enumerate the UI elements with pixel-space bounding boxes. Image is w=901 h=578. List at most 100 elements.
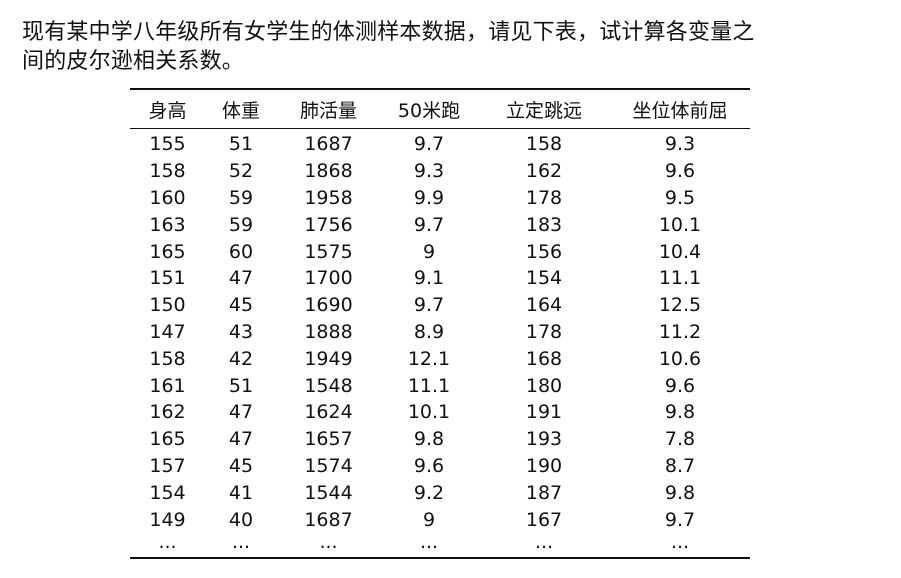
- cell-sit-and-reach: 9.6: [664, 374, 696, 397]
- cell-height: 155: [149, 133, 186, 156]
- cell-50m-run: 9.7: [413, 213, 445, 236]
- cell-height: 151: [149, 267, 186, 290]
- cell-standing-long-jump: 167: [525, 508, 563, 531]
- cell-sit-and-reach: 11.2: [658, 320, 702, 343]
- cell-standing-long-jump: 193: [525, 428, 563, 451]
- column-header-weight: 体重: [221, 99, 260, 122]
- cell-weight: 45: [228, 454, 254, 477]
- cell-standing-long-jump: 190: [525, 454, 563, 477]
- table-row: 158 52 1868 9.3 162 9.6: [130, 158, 750, 185]
- cell-sit-and-reach: 7.8: [664, 428, 696, 451]
- cell-weight: 41: [228, 481, 254, 504]
- cell-standing-long-jump: 164: [525, 294, 563, 317]
- table-row: 149 40 1687 9 167 9.7: [130, 506, 750, 533]
- cell-weight: 47: [228, 401, 254, 424]
- table-row: 157 45 1574 9.6 190 8.7: [130, 453, 750, 480]
- cell-50m-run: 9.6: [413, 454, 445, 477]
- cell-50m-run: ...: [419, 530, 439, 553]
- table-row: 154 41 1544 9.2 187 9.8: [130, 479, 750, 506]
- cell-standing-long-jump: 178: [525, 320, 563, 343]
- cell-50m-run: 11.1: [407, 374, 451, 397]
- cell-50m-run: 9.1: [413, 267, 445, 290]
- cell-height: 150: [149, 294, 186, 317]
- cell-50m-run: 8.9: [413, 320, 445, 343]
- cell-height: 158: [149, 160, 186, 183]
- table-row: 165 47 1657 9.8 193 7.8: [130, 426, 750, 453]
- column-header-standing-long-jump: 立定跳远: [505, 99, 582, 122]
- cell-weight: ...: [231, 530, 251, 553]
- cell-weight: 45: [228, 294, 254, 317]
- cell-50m-run: 9.8: [413, 428, 445, 451]
- problem-statement: 现有某中学八年级所有女学生的体测样本数据，请见下表，试计算各变量之 间的皮尔逊相…: [22, 18, 872, 76]
- cell-standing-long-jump: 154: [525, 267, 563, 290]
- cell-sit-and-reach: 9.8: [664, 481, 696, 504]
- cell-sit-and-reach: 9.5: [664, 186, 696, 209]
- column-header-sit-and-reach: 坐位体前屈: [632, 99, 728, 122]
- cell-weight: 60: [228, 240, 254, 263]
- cell-lung-capacity: 1657: [304, 428, 353, 451]
- cell-sit-and-reach: 8.7: [664, 454, 696, 477]
- table-row: 162 47 1624 10.1 191 9.8: [130, 399, 750, 426]
- cell-weight: 52: [228, 160, 254, 183]
- table-row: 158 42 1949 12.1 168 10.6: [130, 345, 750, 372]
- cell-50m-run: 9.9: [413, 186, 445, 209]
- header-row: 身高 体重 肺活量 50米跑 立定跳远 坐位体前屈: [130, 89, 750, 129]
- cell-lung-capacity: 1868: [304, 160, 353, 183]
- table-body: 155 51 1687 9.7 158 9.3 158 52 1868 9.3 162 9.6 160 5…: [130, 129, 750, 558]
- cell-lung-capacity: 1575: [304, 240, 353, 263]
- cell-lung-capacity: 1958: [304, 186, 353, 209]
- table-row: 155 51 1687 9.7 158 9.3: [130, 129, 750, 158]
- cell-50m-run: 9: [422, 240, 436, 263]
- cell-standing-long-jump: 180: [525, 374, 563, 397]
- cell-standing-long-jump: 191: [525, 401, 563, 424]
- cell-lung-capacity: 1624: [304, 401, 353, 424]
- cell-height: 165: [149, 428, 186, 451]
- cell-height: 154: [149, 481, 186, 504]
- cell-height: 147: [149, 320, 186, 343]
- cell-standing-long-jump: 168: [525, 347, 563, 370]
- cell-standing-long-jump: 158: [525, 133, 563, 156]
- table-row: 147 43 1888 8.9 178 11.2: [130, 319, 750, 346]
- cell-standing-long-jump: 156: [525, 240, 563, 263]
- table-row: 160 59 1958 9.9 178 9.5: [130, 185, 750, 212]
- table-row: 150 45 1690 9.7 164 12.5: [130, 292, 750, 319]
- cell-50m-run: 9.2: [413, 481, 445, 504]
- table-row: ..................: [130, 530, 750, 558]
- cell-weight: 43: [228, 320, 254, 343]
- cell-height: 157: [149, 454, 186, 477]
- cell-lung-capacity: ...: [319, 530, 338, 553]
- cell-lung-capacity: 1574: [304, 454, 353, 477]
- cell-50m-run: 9.7: [413, 133, 445, 156]
- cell-sit-and-reach: 10.1: [658, 213, 702, 236]
- cell-sit-and-reach: 9.7: [664, 508, 696, 531]
- cell-50m-run: 12.1: [407, 347, 451, 370]
- cell-50m-run: 9.7: [413, 294, 445, 317]
- table-row: 161 51 1548 11.1 180 9.6: [130, 372, 750, 399]
- cell-weight: 59: [228, 213, 254, 236]
- cell-standing-long-jump: 187: [525, 481, 563, 504]
- table-row: 165 60 1575 9 156 10.4: [130, 238, 750, 265]
- physical-test-data-table: 身高 体重 肺活量 50米跑 立定跳远 坐位体前屈 155 51 1687 9.7 15…: [130, 88, 750, 559]
- cell-lung-capacity: 1888: [304, 320, 353, 343]
- problem-statement-line-2: 间的皮尔逊相关系数。: [22, 49, 245, 74]
- cell-sit-and-reach: 12.5: [658, 294, 702, 317]
- cell-weight: 59: [228, 186, 254, 209]
- cell-sit-and-reach: ...: [670, 530, 690, 553]
- cell-sit-and-reach: 10.6: [658, 347, 702, 370]
- cell-standing-long-jump: ...: [534, 530, 554, 553]
- cell-sit-and-reach: 10.4: [658, 240, 702, 263]
- cell-weight: 40: [228, 508, 254, 531]
- cell-height: 149: [149, 508, 186, 531]
- cell-50m-run: 9.3: [413, 160, 445, 183]
- cell-height: 163: [149, 213, 186, 236]
- cell-height: 165: [149, 240, 186, 263]
- cell-height: 161: [149, 374, 186, 397]
- cell-lung-capacity: 1687: [304, 133, 353, 156]
- cell-lung-capacity: 1949: [304, 347, 353, 370]
- cell-sit-and-reach: 9.3: [664, 133, 696, 156]
- cell-weight: 47: [228, 428, 254, 451]
- cell-sit-and-reach: 9.8: [664, 401, 696, 424]
- cell-height: ...: [158, 530, 177, 553]
- cell-height: 158: [149, 347, 186, 370]
